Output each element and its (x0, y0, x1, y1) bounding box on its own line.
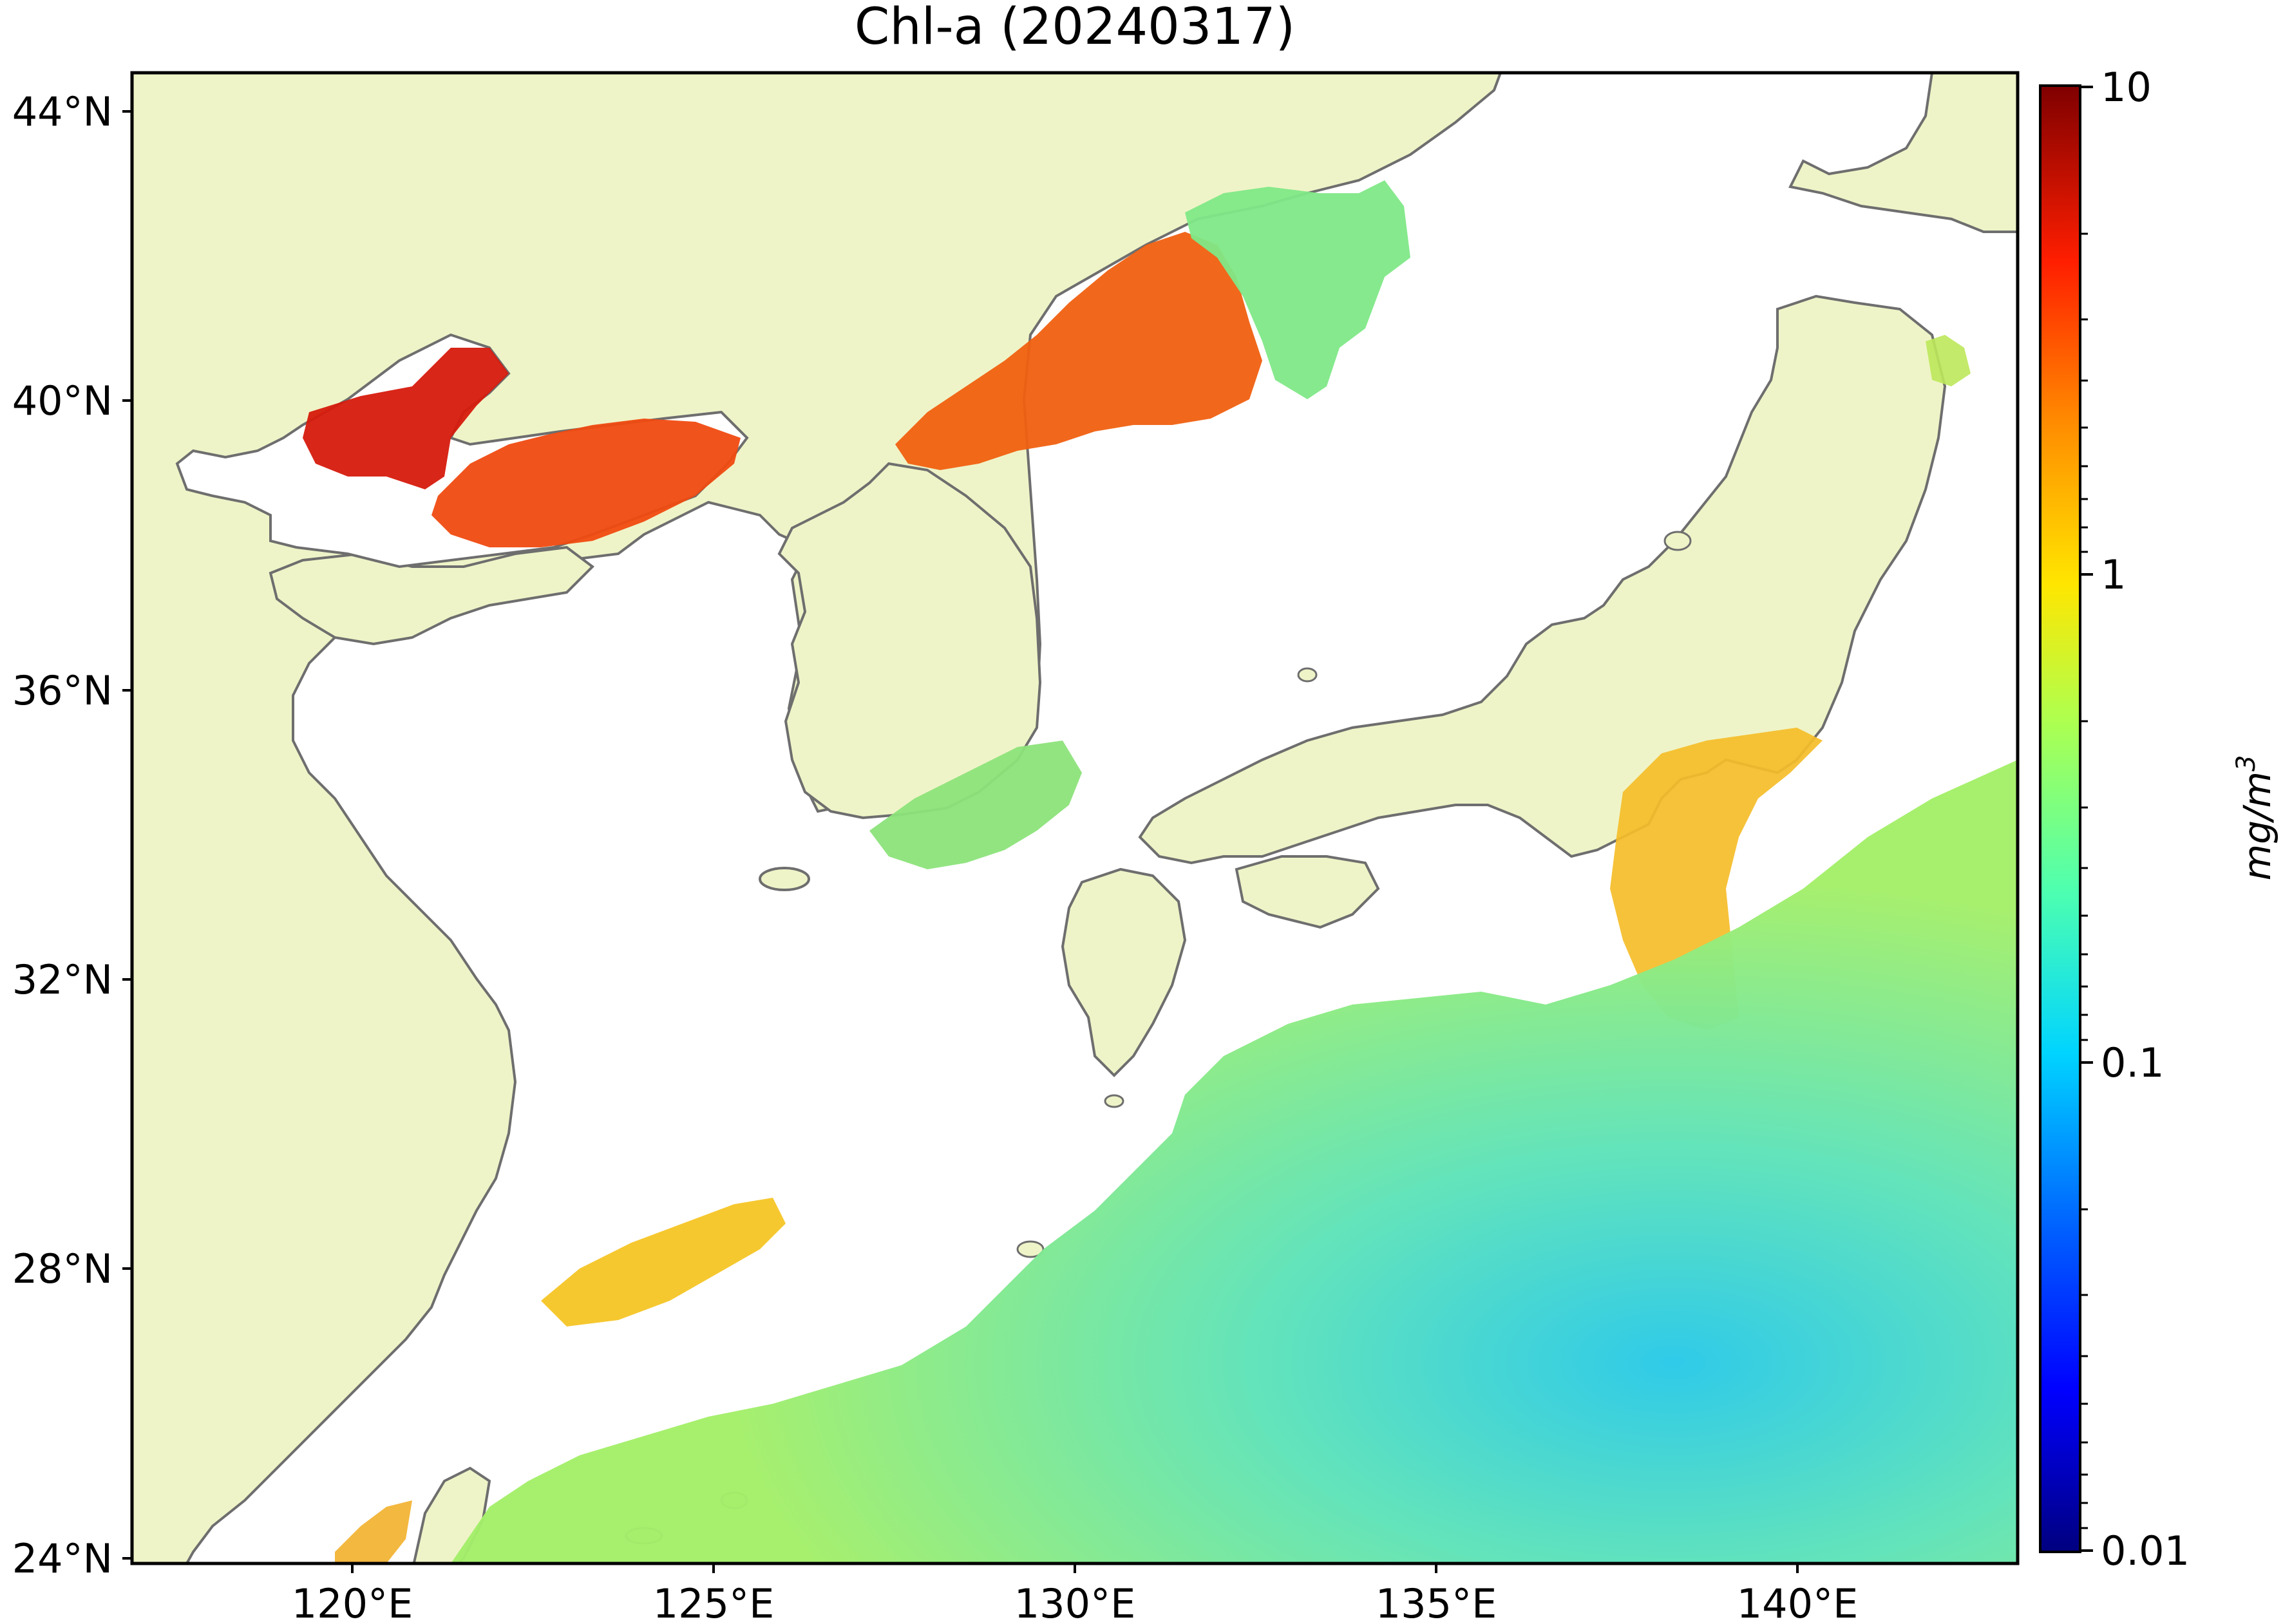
lon-labels: 120°E 125°E 130°E 135°E 140°E (292, 1580, 1859, 1624)
chl-patch-korea-east-bay (895, 232, 1262, 470)
lat-label: 32°N (12, 956, 113, 1003)
lon-label: 125°E (653, 1580, 775, 1624)
colorbar-tick-label: 0.1 (2101, 1039, 2165, 1086)
lat-axis (122, 110, 132, 1560)
land-honshu (1138, 294, 1947, 865)
colorbar-tick-label: 1 (2101, 551, 2126, 598)
colorbar-unit-label: mg/m3 (2231, 755, 2279, 881)
land-island (1297, 667, 1318, 683)
chl-field-pacific (451, 760, 2018, 1563)
chl-patch-hokkaido-east (1926, 335, 1971, 386)
land-kyushu (1061, 867, 1187, 1077)
colorbar-tick-label: 0.01 (2101, 1527, 2190, 1574)
lat-label: 28°N (12, 1245, 113, 1292)
colorbar-tick-label: 10 (2101, 64, 2152, 111)
map-title: Chl-a (20240317) (855, 0, 1295, 56)
lon-label: 135°E (1376, 1580, 1497, 1624)
chl-patch-taiwan-strait (335, 1500, 412, 1563)
colorbar-ticks (2080, 86, 2093, 1552)
lon-label: 140°E (1737, 1580, 1859, 1624)
chl-patch-yellow-sea-north (431, 419, 741, 547)
land-island (1104, 1094, 1124, 1108)
lat-label: 36°N (12, 667, 113, 714)
lat-labels: 44°N 40°N 36°N 32°N 28°N 24°N (12, 88, 113, 1582)
colorbar-tick-labels: 10 1 0.1 0.01 (2101, 64, 2190, 1574)
lat-label: 40°N (12, 377, 113, 424)
chl-patch-ecs (541, 1198, 786, 1327)
land-korea (777, 462, 1042, 820)
chl-patch-izu (1610, 728, 1823, 1030)
lon-axis (351, 1563, 1799, 1573)
chl-patch-japan-sea-north (1185, 180, 1410, 399)
map-panel (132, 73, 2018, 1563)
colorbar-minor-ticks (2080, 232, 2088, 1529)
colorbar (2039, 84, 2081, 1553)
land-island (1663, 531, 1692, 551)
lon-label: 130°E (1014, 1580, 1136, 1624)
lat-label: 24°N (12, 1535, 113, 1582)
land-hokkaido (1788, 73, 2018, 233)
lon-label: 120°E (292, 1580, 413, 1624)
lat-label: 44°N (12, 88, 113, 135)
chl-patch-korea-strait (869, 741, 1082, 869)
land-shikoku (1235, 855, 1380, 929)
land-jeju (759, 867, 810, 891)
chl-patch-bohai (303, 348, 509, 489)
